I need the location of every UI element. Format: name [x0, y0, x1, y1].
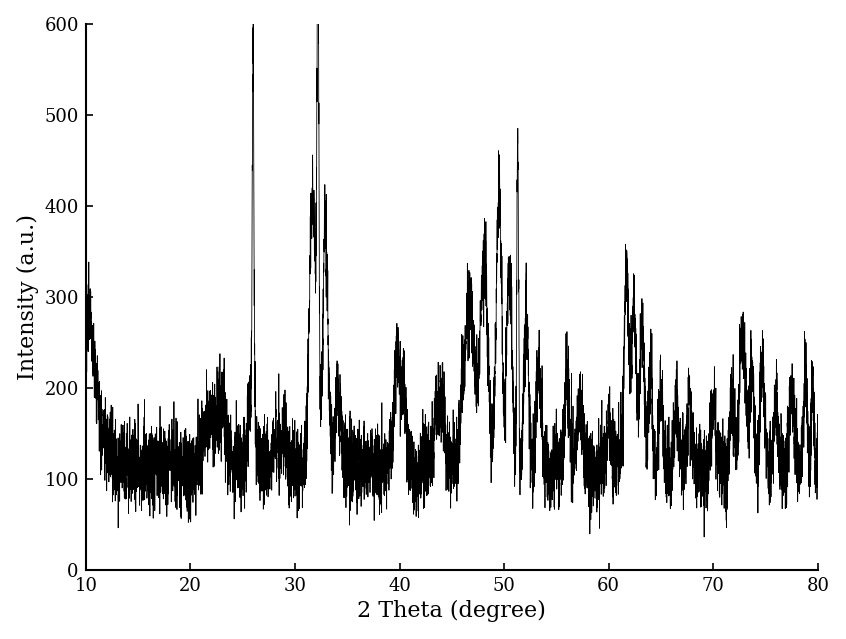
X-axis label: 2 Theta (degree): 2 Theta (degree)	[357, 600, 547, 622]
Y-axis label: Intensity (a.u.): Intensity (a.u.)	[17, 213, 39, 380]
